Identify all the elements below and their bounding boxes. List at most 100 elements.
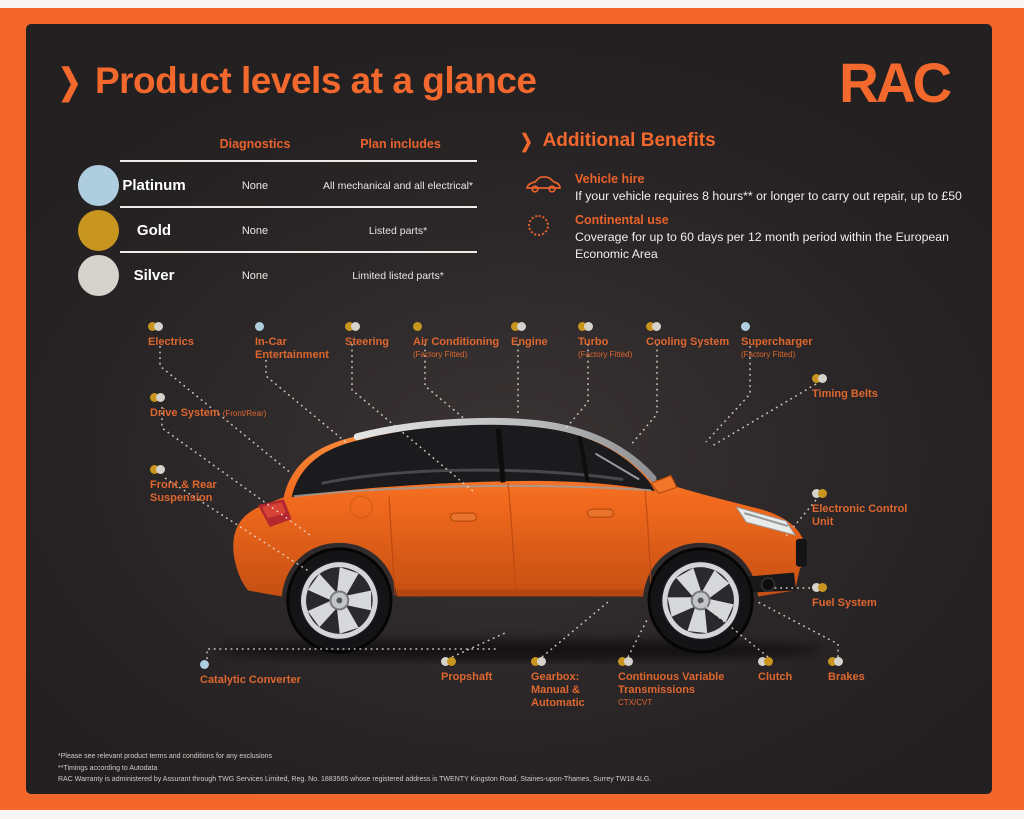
part-label: In-Car Entertainment — [255, 336, 329, 362]
platinum-dot — [741, 322, 750, 331]
table-divider — [120, 206, 477, 208]
silver-dot — [154, 322, 163, 331]
part-label: Drive System (Front/Rear) — [150, 407, 267, 419]
silver-dot — [537, 657, 546, 666]
footnote-line: RAC Warranty is administered by Assurant… — [58, 776, 652, 784]
plan-dots — [150, 465, 245, 476]
gold-dot — [447, 657, 456, 666]
plan-dots — [200, 660, 350, 671]
part-sublabel: (Factory Fitted) — [578, 350, 633, 360]
footnote-line: *Please see relevant product terms and c… — [58, 753, 273, 760]
footnotes: *Please see relevant product terms and c… — [58, 751, 651, 786]
plan-dots — [812, 489, 927, 500]
plan-dots — [578, 322, 663, 333]
silver-diagnostics: None — [241, 270, 269, 282]
page-title-text: Product levels at a glance — [94, 60, 537, 101]
top-white-strip — [0, 0, 1024, 8]
part-label: Supercharger (Factory Fitted) — [741, 336, 846, 360]
plan-dots — [618, 657, 743, 668]
part-label: Electrics — [148, 336, 194, 348]
plan-dots — [812, 583, 912, 594]
part-engine: Engine — [511, 322, 571, 349]
part-sublabel: (Front/Rear) — [222, 409, 267, 418]
gold-dot — [764, 657, 773, 666]
chevron-icon: ❯ — [58, 61, 81, 101]
plan-name-silver: Silver — [133, 267, 175, 284]
gold-dot — [828, 657, 837, 666]
car-illustration — [217, 417, 823, 664]
plan-dots — [758, 657, 818, 668]
part-label: Propshaft — [441, 671, 493, 683]
part-label: Front & Rear Suspension — [150, 479, 217, 505]
part-in-car-entertainment: In-Car Entertainment — [255, 322, 350, 362]
part-label: Steering — [345, 336, 390, 348]
silver-dot — [624, 657, 633, 666]
part-label: Gearbox: Manual & Automatic — [531, 671, 585, 710]
page-title: ❯ Product levels at a glance — [58, 60, 537, 102]
gold-dot — [345, 322, 354, 331]
plan-dots — [646, 322, 756, 333]
silver-dot — [818, 374, 827, 383]
part-cooling-system: Cooling System — [646, 322, 756, 349]
silver-dot — [812, 489, 821, 498]
plan-dots — [148, 322, 228, 333]
silver-dot — [156, 465, 165, 474]
gold-dot — [618, 657, 627, 666]
silver-circle — [78, 255, 119, 296]
gold-dot — [150, 393, 159, 402]
silver-dot — [652, 322, 661, 331]
part-sublabel: CTX/CVT — [618, 698, 653, 708]
part-label: Cooling System — [646, 336, 730, 348]
part-label: Catalytic Converter — [200, 674, 301, 686]
gold-plan-includes: Listed parts* — [368, 225, 428, 237]
platinum-circle — [78, 165, 119, 206]
part-fuel-system: Fuel System — [812, 583, 912, 610]
part-gearbox-manual-automatic: Gearbox: Manual & Automatic — [531, 657, 603, 711]
part-label: Air Conditioning (Factory Fitted) — [413, 336, 513, 360]
silver-dot — [351, 322, 360, 331]
platinum-dot — [255, 322, 264, 331]
benefit-title: Continental use — [575, 213, 669, 227]
platinum-plan-includes: All mechanical and all electrical* — [323, 180, 473, 192]
column-header-plan-includes: Plan includes — [360, 137, 441, 151]
vehicle-icon — [524, 172, 562, 205]
gold-diagnostics: None — [241, 225, 269, 237]
gold-dot — [578, 322, 587, 331]
silver-dot — [517, 322, 526, 331]
silver-dot — [834, 657, 843, 666]
plan-name-gold: Gold — [136, 222, 172, 239]
gold-dot — [818, 489, 827, 498]
part-label: Clutch — [758, 671, 793, 683]
part-label: Timing Belts — [812, 388, 878, 400]
silver-dot — [758, 657, 767, 666]
part-supercharger: Supercharger (Factory Fitted) — [741, 322, 846, 360]
silver-dot — [441, 657, 450, 666]
part-drive-system: Drive System (Front/Rear) — [150, 393, 360, 420]
part-timing-belts: Timing Belts — [812, 374, 912, 401]
part-turbo: Turbo (Factory Fitted) — [578, 322, 663, 360]
part-continuous-variable-transmissions: Continuous Variable Transmissions CTX/CVT — [618, 657, 743, 708]
benefit-description: If your vehicle requires 8 hours** or lo… — [575, 189, 962, 203]
plan-dots — [150, 393, 360, 404]
benefit-description: Coverage for up to 60 days per 12 month … — [575, 230, 949, 261]
gold-dot — [413, 322, 422, 331]
part-label: Fuel System — [812, 597, 877, 609]
plan-dots — [441, 657, 531, 668]
table-divider — [120, 160, 477, 162]
column-header-diagnostics: Diagnostics — [219, 137, 291, 151]
platinum-dot — [200, 660, 209, 669]
plan-dots — [812, 374, 912, 385]
part-label: Engine — [511, 336, 548, 348]
part-electronic-control-unit: Electronic Control Unit — [812, 489, 927, 529]
part-sublabel: (Factory Fitted) — [741, 350, 796, 360]
gold-dot — [812, 374, 821, 383]
silver-dot — [156, 393, 165, 402]
gold-circle — [78, 210, 119, 251]
dotted-circle-icon — [524, 213, 562, 262]
gold-dot — [531, 657, 540, 666]
gold-dot — [511, 322, 520, 331]
plan-dots — [741, 322, 846, 333]
plan-dots — [828, 657, 888, 668]
silver-plan-includes: Limited listed parts* — [352, 270, 444, 282]
